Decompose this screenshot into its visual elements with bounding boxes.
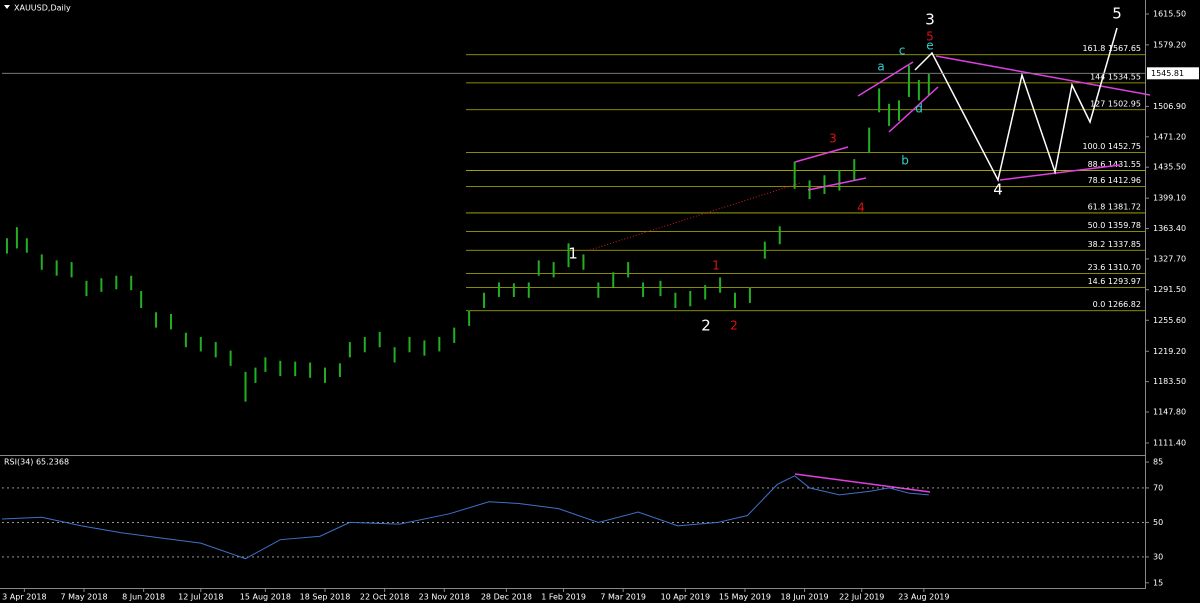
chart-title: XAUUSD,Daily [14,4,71,13]
y-tick-label: 50 [1153,518,1163,527]
wave-label: 3 [925,11,935,29]
y-tick-label: 1399.10 [1153,194,1186,203]
x-tick-label: 22 Oct 2018 [360,593,409,602]
fib-label: 88.6 1431.55 [1088,160,1141,169]
channel-line [888,86,939,133]
x-tick-label: 15 May 2019 [719,593,771,602]
wave-label: 5 [1112,5,1122,23]
wave-label: 4 [857,201,865,215]
fib-label: 61.8 1381.72 [1088,202,1141,211]
channel-line [857,61,914,97]
x-tick-label: 18 Sep 2018 [300,593,351,602]
y-tick-label: 1147.80 [1153,408,1186,417]
x-tick-label: 23 Aug 2019 [898,593,949,602]
x-tick-label: 23 Nov 2018 [419,593,470,602]
wave-label: 5 [926,30,934,44]
channel-line [935,55,1151,96]
price-plot [5,65,930,402]
x-tick-label: 12 Jul 2018 [178,593,223,602]
x-tick-label: 8 Jun 2018 [122,593,165,602]
y-tick-label: 70 [1153,483,1163,492]
x-tick-label: 7 May 2018 [60,593,107,602]
y-tick-label: 1111.40 [1153,439,1186,448]
x-tick-label: 28 Dec 2018 [481,593,532,602]
y-tick-label: 1615.50 [1153,9,1186,18]
x-tick-label: 7 Mar 2019 [600,593,646,602]
wave-projection [914,27,1118,183]
wave-label: 1 [568,245,578,263]
wave-label: b [901,154,909,168]
menu-icon [4,5,10,9]
x-tick-label: 22 Jul 2019 [839,593,884,602]
y-tick-label: 30 [1153,552,1163,561]
fib-label: 144 1534.55 [1090,72,1141,81]
wave-label: 1 [712,259,720,273]
wave-label: 2 [701,317,711,335]
x-tick-label: 10 Apr 2019 [661,593,710,602]
y-tick-label: 1435.50 [1153,163,1186,172]
wave-channels [794,55,1151,493]
channel-line [807,177,867,191]
y-tick-label: 1471.20 [1153,132,1186,141]
wave-label: c [899,44,906,58]
y-tick-label: 1219.20 [1153,347,1186,356]
wave-label: 2 [730,319,738,333]
current-price-box [1147,67,1199,80]
y-tick-label: 15 [1153,578,1163,587]
fib-label: 38.2 1337.85 [1088,240,1141,249]
rsi-title: RSI(34) 65.2368 [4,458,69,467]
fib-label: 23.6 1310.70 [1088,263,1141,272]
rsi-divergence [794,473,931,493]
y-tick-label: 1327.70 [1153,254,1186,263]
wave-label: 3 [829,132,837,146]
fib-label: 78.6 1412.96 [1088,176,1141,185]
fib-label: 100.0 1452.75 [1082,142,1141,151]
rsi-line [1,475,929,560]
fib-label: 50.0 1359.78 [1088,221,1141,230]
x-tick-label: 3 Apr 2018 [2,593,46,602]
x-tick-label: 1 Feb 2019 [541,593,586,602]
channel-line [794,146,849,163]
x-tick-label: 18 Jun 2019 [781,593,829,602]
y-tick-label: 1291.50 [1153,285,1186,294]
y-tick-label: 1255.60 [1153,316,1186,325]
wave-label: a [877,60,884,74]
fib-label: 14.6 1293.97 [1088,277,1141,286]
y-tick-label: 1506.90 [1153,102,1186,111]
wave-label: 4 [993,181,1003,199]
wave-label: d [915,102,923,116]
current-price-label: 1545.81 [1151,69,1184,78]
y-tick-label: 1579.20 [1153,40,1186,49]
y-tick-label: 1363.40 [1153,224,1186,233]
trend-line [589,182,801,251]
channel-line [999,164,1121,181]
wave-label: e [926,39,933,53]
fib-label: 127 1502.95 [1090,99,1141,108]
fib-label: 0.0 1266.82 [1093,300,1141,309]
y-tick-label: 85 [1153,458,1163,467]
x-tick-label: 15 Aug 2018 [240,593,291,602]
y-tick-label: 1183.50 [1153,377,1186,386]
